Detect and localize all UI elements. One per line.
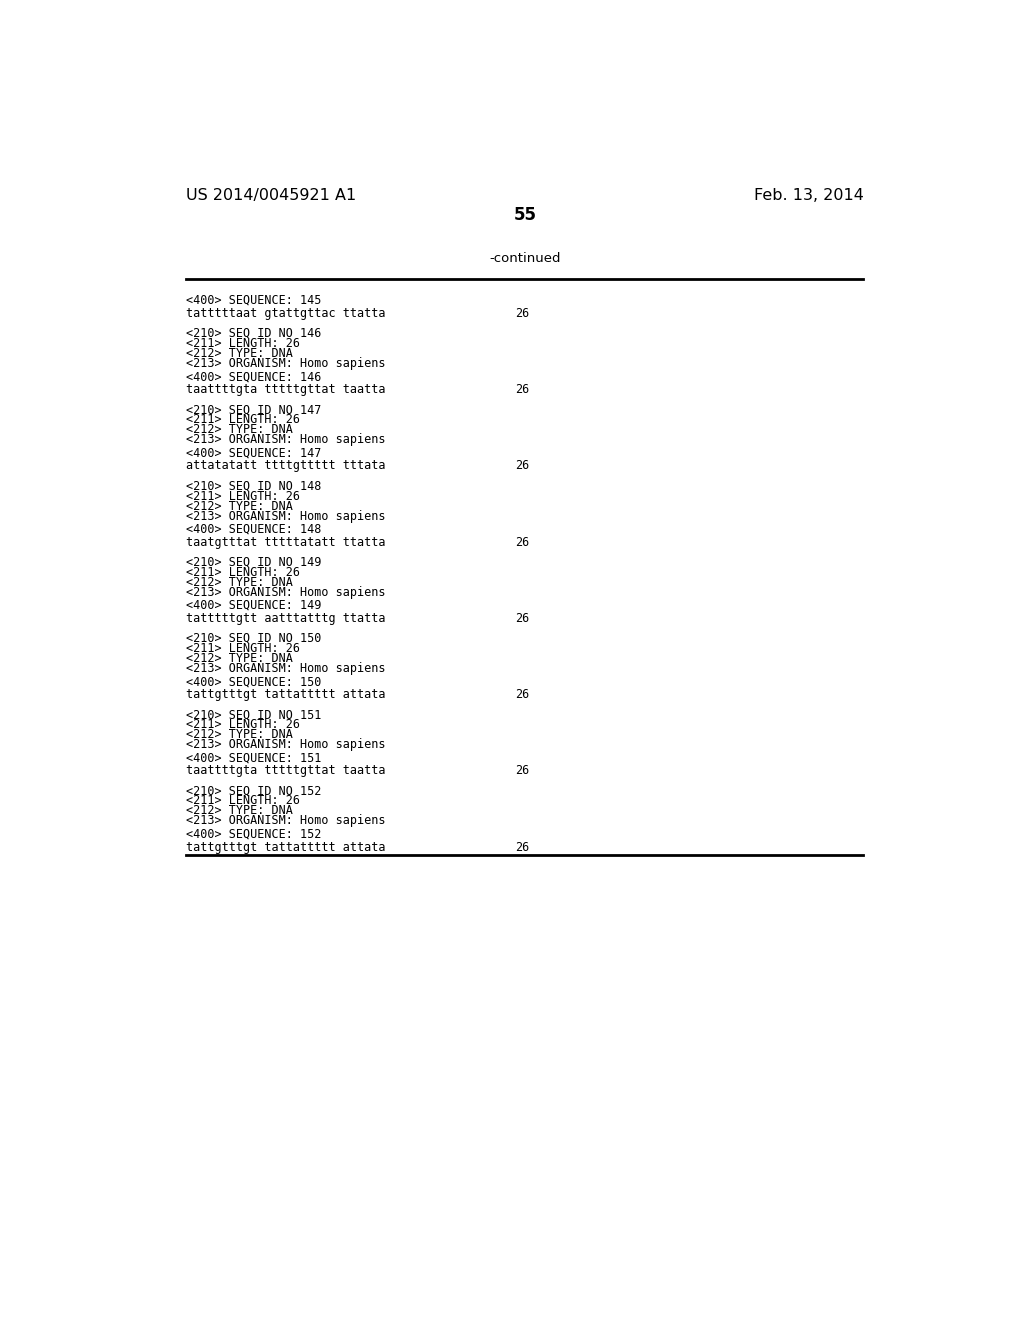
Text: 26: 26 bbox=[515, 308, 529, 319]
Text: US 2014/0045921 A1: US 2014/0045921 A1 bbox=[186, 187, 356, 203]
Text: <211> LENGTH: 26: <211> LENGTH: 26 bbox=[186, 566, 300, 578]
Text: <400> SEQUENCE: 148: <400> SEQUENCE: 148 bbox=[186, 523, 322, 536]
Text: <211> LENGTH: 26: <211> LENGTH: 26 bbox=[186, 490, 300, 503]
Text: <210> SEQ ID NO 146: <210> SEQ ID NO 146 bbox=[186, 327, 322, 341]
Text: <400> SEQUENCE: 145: <400> SEQUENCE: 145 bbox=[186, 294, 322, 308]
Text: tatttttaat gtattgttac ttatta: tatttttaat gtattgttac ttatta bbox=[186, 308, 386, 319]
Text: taattttgta tttttgttat taatta: taattttgta tttttgttat taatta bbox=[186, 383, 386, 396]
Text: tattgtttgt tattattttt attata: tattgtttgt tattattttt attata bbox=[186, 688, 386, 701]
Text: 26: 26 bbox=[515, 764, 529, 777]
Text: <212> TYPE: DNA: <212> TYPE: DNA bbox=[186, 499, 293, 512]
Text: <212> TYPE: DNA: <212> TYPE: DNA bbox=[186, 424, 293, 437]
Text: 55: 55 bbox=[513, 206, 537, 224]
Text: <213> ORGANISM: Homo sapiens: <213> ORGANISM: Homo sapiens bbox=[186, 586, 386, 599]
Text: <210> SEQ ID NO 150: <210> SEQ ID NO 150 bbox=[186, 632, 322, 645]
Text: <213> ORGANISM: Homo sapiens: <213> ORGANISM: Homo sapiens bbox=[186, 738, 386, 751]
Text: <211> LENGTH: 26: <211> LENGTH: 26 bbox=[186, 642, 300, 655]
Text: <212> TYPE: DNA: <212> TYPE: DNA bbox=[186, 729, 293, 742]
Text: <213> ORGANISM: Homo sapiens: <213> ORGANISM: Homo sapiens bbox=[186, 663, 386, 675]
Text: Feb. 13, 2014: Feb. 13, 2014 bbox=[754, 187, 863, 203]
Text: <213> ORGANISM: Homo sapiens: <213> ORGANISM: Homo sapiens bbox=[186, 814, 386, 828]
Text: 26: 26 bbox=[515, 612, 529, 624]
Text: <213> ORGANISM: Homo sapiens: <213> ORGANISM: Homo sapiens bbox=[186, 510, 386, 523]
Text: <211> LENGTH: 26: <211> LENGTH: 26 bbox=[186, 413, 300, 426]
Text: 26: 26 bbox=[515, 688, 529, 701]
Text: 26: 26 bbox=[515, 536, 529, 549]
Text: <212> TYPE: DNA: <212> TYPE: DNA bbox=[186, 347, 293, 360]
Text: tatttttgtt aatttatttg ttatta: tatttttgtt aatttatttg ttatta bbox=[186, 612, 386, 624]
Text: <213> ORGANISM: Homo sapiens: <213> ORGANISM: Homo sapiens bbox=[186, 433, 386, 446]
Text: <211> LENGTH: 26: <211> LENGTH: 26 bbox=[186, 795, 300, 808]
Text: <210> SEQ ID NO 151: <210> SEQ ID NO 151 bbox=[186, 708, 322, 721]
Text: <213> ORGANISM: Homo sapiens: <213> ORGANISM: Homo sapiens bbox=[186, 358, 386, 370]
Text: attatatatt ttttgttttt tttata: attatatatt ttttgttttt tttata bbox=[186, 459, 386, 473]
Text: <211> LENGTH: 26: <211> LENGTH: 26 bbox=[186, 337, 300, 350]
Text: <400> SEQUENCE: 152: <400> SEQUENCE: 152 bbox=[186, 828, 322, 841]
Text: <210> SEQ ID NO 149: <210> SEQ ID NO 149 bbox=[186, 556, 322, 569]
Text: <210> SEQ ID NO 147: <210> SEQ ID NO 147 bbox=[186, 404, 322, 416]
Text: -continued: -continued bbox=[489, 252, 560, 265]
Text: <210> SEQ ID NO 148: <210> SEQ ID NO 148 bbox=[186, 479, 322, 492]
Text: <400> SEQUENCE: 146: <400> SEQUENCE: 146 bbox=[186, 370, 322, 383]
Text: <212> TYPE: DNA: <212> TYPE: DNA bbox=[186, 576, 293, 589]
Text: 26: 26 bbox=[515, 459, 529, 473]
Text: taattttgta tttttgttat taatta: taattttgta tttttgttat taatta bbox=[186, 764, 386, 777]
Text: <400> SEQUENCE: 147: <400> SEQUENCE: 147 bbox=[186, 446, 322, 459]
Text: <211> LENGTH: 26: <211> LENGTH: 26 bbox=[186, 718, 300, 731]
Text: <212> TYPE: DNA: <212> TYPE: DNA bbox=[186, 652, 293, 665]
Text: <400> SEQUENCE: 149: <400> SEQUENCE: 149 bbox=[186, 599, 322, 612]
Text: 26: 26 bbox=[515, 841, 529, 854]
Text: 26: 26 bbox=[515, 383, 529, 396]
Text: <400> SEQUENCE: 150: <400> SEQUENCE: 150 bbox=[186, 675, 322, 688]
Text: taatgtttat tttttatatt ttatta: taatgtttat tttttatatt ttatta bbox=[186, 536, 386, 549]
Text: <400> SEQUENCE: 151: <400> SEQUENCE: 151 bbox=[186, 751, 322, 764]
Text: <212> TYPE: DNA: <212> TYPE: DNA bbox=[186, 804, 293, 817]
Text: <210> SEQ ID NO 152: <210> SEQ ID NO 152 bbox=[186, 784, 322, 797]
Text: tattgtttgt tattattttt attata: tattgtttgt tattattttt attata bbox=[186, 841, 386, 854]
